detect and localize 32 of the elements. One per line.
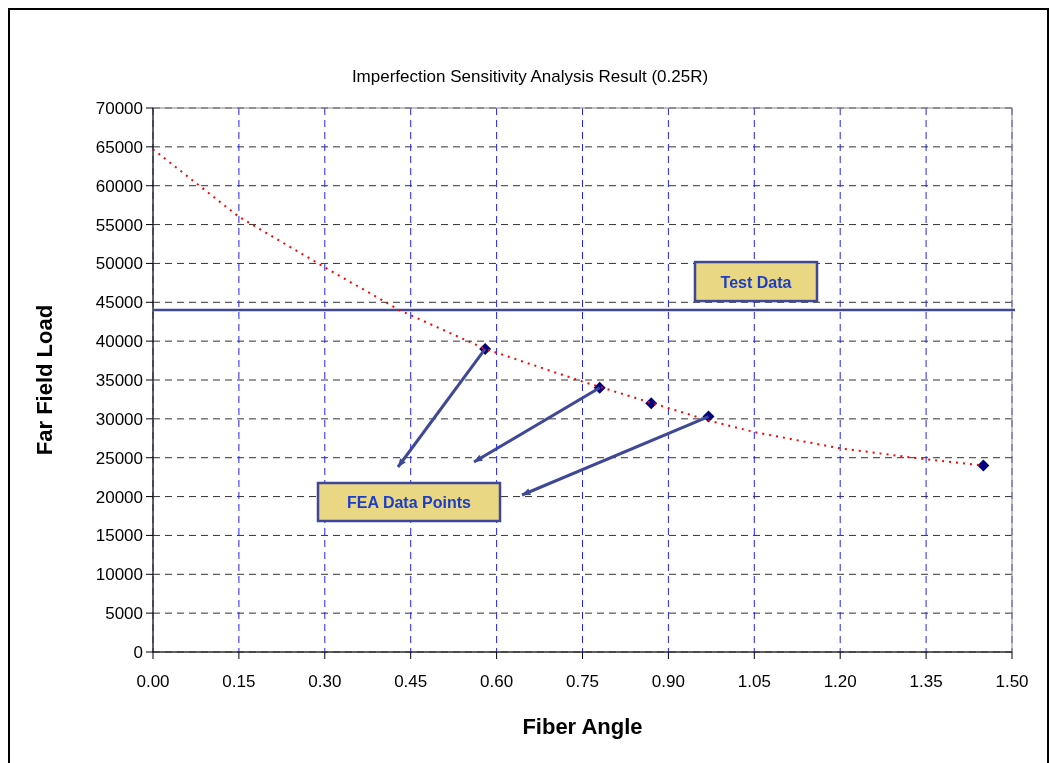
y-tick-label: 15000 [95,526,143,546]
y-tick-label: 35000 [95,370,143,390]
x-tick-label: 1.05 [737,672,771,691]
y-tick-label: 25000 [95,448,143,468]
x-tick-label: 0.45 [394,672,428,691]
x-tick-label: 0.60 [480,672,514,691]
x-tick-label: 0.90 [651,672,685,691]
y-tick-label: 55000 [95,215,143,235]
x-tick-label: 0.75 [565,672,600,691]
point [977,459,990,472]
x-tick-label: 0.15 [222,672,256,691]
x-tick-label: 0.30 [308,672,342,691]
y-tick-label: 65000 [95,137,143,157]
x-tick-label: 1.35 [909,672,943,691]
y-tick-label: 70000 [95,98,143,118]
y-tick-label: 20000 [95,487,143,507]
y-axis-title: Far Field Load [32,304,57,456]
y-tick-label: 40000 [95,332,143,352]
y-tick-label: 50000 [95,254,143,274]
y-tick-label: 45000 [95,293,143,313]
chart-title: Imperfection Sensitivity Analysis Result (0.25R) [351,67,709,86]
x-tick-label: 1.50 [995,672,1029,691]
y-tick-label: 5000 [105,604,143,624]
x-axis-title: Fiber Angle [522,714,643,739]
annotation: FEA Data Points [347,493,472,511]
x-tick-label: 1.20 [823,672,857,691]
y-tick-label: 30000 [95,409,143,429]
y-tick-label: 0 [133,642,143,662]
y-tick-label: 60000 [95,176,143,196]
y-tick-label: 10000 [95,565,143,585]
ref-line-label: Test Data [720,273,792,291]
x-tick-label: 0.00 [136,672,170,691]
